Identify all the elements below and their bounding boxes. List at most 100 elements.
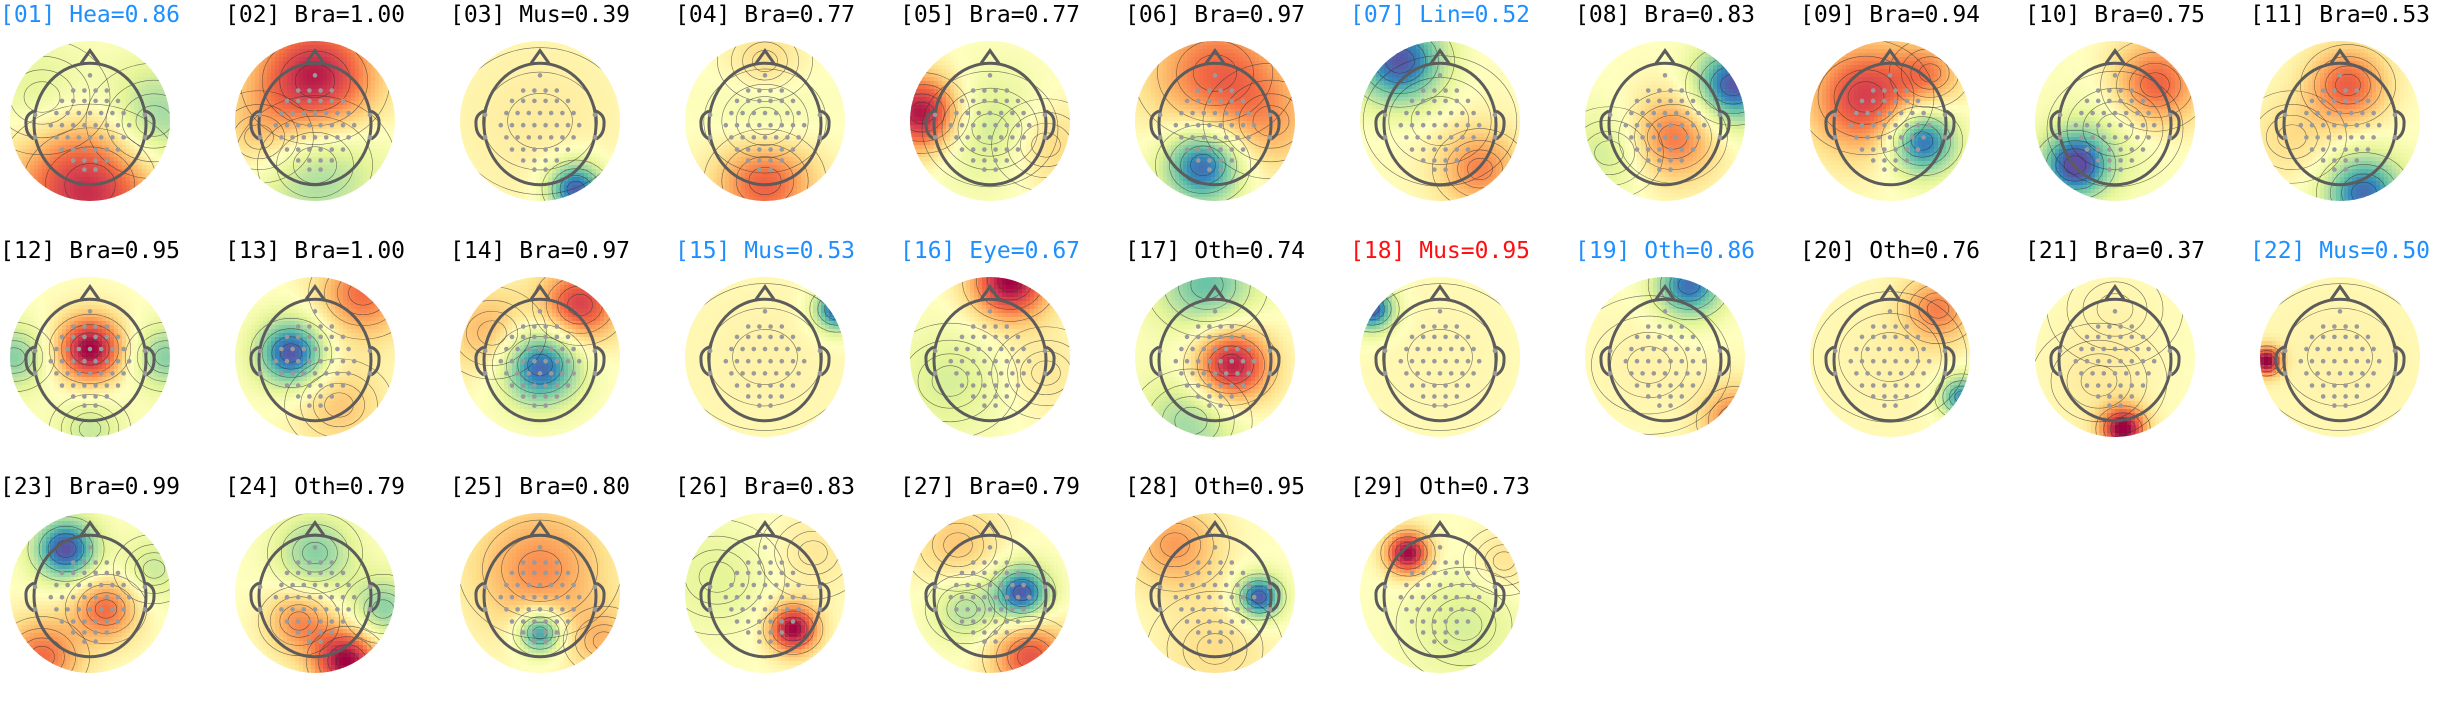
component-panel: [08] Bra=0.83 [1575,0,1800,236]
activation-map [1580,269,1750,439]
component-label: [01] Hea=0.86 [0,0,180,30]
component-panel: [03] Mus=0.39 [450,0,675,236]
component-panel: [25] Bra=0.80 [450,472,675,708]
component-label: [20] Oth=0.76 [1800,236,1980,266]
component-label: [23] Bra=0.99 [0,472,180,502]
topomap [905,505,1075,675]
component-label: [17] Oth=0.74 [1125,236,1305,266]
topomap [5,505,175,675]
component-label: [24] Oth=0.79 [225,472,405,502]
component-panel: [27] Bra=0.79 [900,472,1125,708]
component-panel: [24] Oth=0.79 [225,472,450,708]
component-panel: [16] Eye=0.67 [900,236,1125,472]
component-panel: [26] Bra=0.83 [675,472,900,708]
component-panel: [01] Hea=0.86 [0,0,225,236]
activation-map [905,41,1075,202]
component-label: [08] Bra=0.83 [1575,0,1755,30]
component-panel: [10] Bra=0.75 [2025,0,2250,236]
topomap [2255,33,2425,203]
topomap [1130,33,1300,203]
activation-map [5,513,175,675]
topomap [680,269,850,439]
activation-map [455,33,625,203]
topomap [455,33,625,203]
component-label: [15] Mus=0.53 [675,236,855,266]
component-label: [21] Bra=0.37 [2025,236,2205,266]
activation-map [905,505,1075,675]
component-panel: [20] Oth=0.76 [1800,236,2025,472]
topomap [5,33,175,203]
topomap [2030,269,2200,439]
activation-map [1580,41,1750,202]
component-label: [13] Bra=1.00 [225,236,405,266]
topomap [1130,269,1300,439]
topomap [455,505,625,675]
component-label: [06] Bra=0.97 [1125,0,1305,30]
activation-map [1805,269,1975,439]
component-label: [27] Bra=0.79 [900,472,1080,502]
topomap [1580,33,1750,203]
component-panel: [05] Bra=0.77 [900,0,1125,236]
activation-map [680,507,850,674]
component-panel: [15] Mus=0.53 [675,236,900,472]
topomap [455,269,625,439]
activation-map [680,269,850,439]
topomap-grid: [01] Hea=0.86 [02] Bra=1.00 [03] Mus=0.39 [… [0,0,2438,667]
topomap [230,269,400,439]
activation-map [905,269,1075,439]
component-label: [02] Bra=1.00 [225,0,405,30]
component-panel: [29] Oth=0.73 [1350,472,1575,708]
topomap [1355,269,1525,439]
component-label: [09] Bra=0.94 [1800,0,1980,30]
component-panel: [02] Bra=1.00 [225,0,450,236]
component-label: [04] Bra=0.77 [675,0,855,30]
activation-map [1355,269,1525,439]
component-label: [10] Bra=0.75 [2025,0,2205,30]
component-label: [22] Mus=0.50 [2250,236,2430,266]
component-label: [12] Bra=0.95 [0,236,180,266]
topomap [1355,505,1525,675]
component-panel: [22] Mus=0.50 [2250,236,2438,472]
component-panel: [13] Bra=1.00 [225,236,450,472]
topomap [905,269,1075,439]
component-panel: [18] Mus=0.95 [1350,236,1575,472]
component-panel: [21] Bra=0.37 [2025,236,2250,472]
component-label: [18] Mus=0.95 [1350,236,1530,266]
component-label: [29] Oth=0.73 [1350,472,1530,502]
component-label: [14] Bra=0.97 [450,236,630,266]
component-panel: [09] Bra=0.94 [1800,0,2025,236]
topomap [2255,269,2425,439]
activation-map [1355,33,1525,203]
component-panel: [17] Oth=0.74 [1125,236,1350,472]
component-panel: [28] Oth=0.95 [1125,472,1350,708]
topomap [1805,33,1975,203]
topomap [2030,33,2200,203]
component-label: [28] Oth=0.95 [1125,472,1305,502]
component-label: [07] Lin=0.52 [1350,0,1530,30]
topomap [230,33,400,203]
component-panel: [14] Bra=0.97 [450,236,675,472]
activation-map [5,277,175,439]
activation-map [455,269,625,438]
topomap [5,269,175,439]
topomap [1355,33,1525,203]
topomap [1805,269,1975,439]
component-label: [26] Bra=0.83 [675,472,855,502]
component-panel: [23] Bra=0.99 [0,472,225,708]
component-label: [25] Bra=0.80 [450,472,630,502]
activation-map [2255,269,2425,439]
component-panel: [07] Lin=0.52 [1350,0,1575,236]
topomap [680,33,850,203]
topomap [1580,269,1750,439]
component-panel: [04] Bra=0.77 [675,0,900,236]
topomap [1130,505,1300,675]
topomap [680,505,850,675]
component-panel: [11] Bra=0.53 [2250,0,2438,236]
component-label: [05] Bra=0.77 [900,0,1080,30]
topomap [905,33,1075,203]
component-panel: [12] Bra=0.95 [0,236,225,472]
component-label: [11] Bra=0.53 [2250,0,2430,30]
component-label: [19] Oth=0.86 [1575,236,1755,266]
component-panel: [19] Oth=0.86 [1575,236,1800,472]
component-label: [03] Mus=0.39 [450,0,630,30]
